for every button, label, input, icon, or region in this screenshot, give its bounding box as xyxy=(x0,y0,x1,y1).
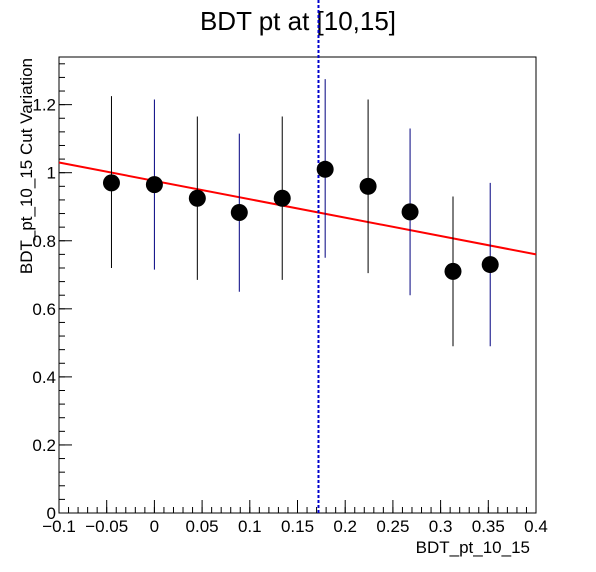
y-tick-label: 0.8 xyxy=(32,232,56,251)
errorbar-layer xyxy=(110,79,491,347)
data-point xyxy=(230,204,248,222)
fit-line xyxy=(58,161,537,256)
x-tick-label: 0.3 xyxy=(429,517,453,536)
fit-layer xyxy=(58,161,537,256)
plot-border xyxy=(58,56,537,514)
data-point xyxy=(188,189,206,207)
y-tick-label: 1.2 xyxy=(32,96,56,115)
y-tick-label: 0.2 xyxy=(32,436,56,455)
y-tick-label: 1 xyxy=(47,164,56,183)
y-axis: 0 0.2 0.4 0.6 0.8 1 1.2 xyxy=(32,63,72,523)
x-tick-label: 0.1 xyxy=(238,517,262,536)
x-tick-label: −0.05 xyxy=(85,517,128,536)
data-point xyxy=(273,189,291,207)
y-tick-label: 0 xyxy=(47,504,56,523)
x-tick-label: 0.35 xyxy=(472,517,505,536)
data-point xyxy=(401,203,419,221)
x-tick-label: −0.1 xyxy=(42,517,76,536)
x-tick-label: 0.2 xyxy=(333,517,357,536)
data-point xyxy=(481,256,499,274)
x-tick-label: 0.4 xyxy=(524,517,548,536)
data-point xyxy=(145,176,163,194)
data-point xyxy=(102,174,120,192)
y-axis-label: BDT_pt_10_15 Cut Variation xyxy=(17,58,36,274)
x-tick-label: 0 xyxy=(150,517,159,536)
y-tick-label: 0.6 xyxy=(32,300,56,319)
data-point xyxy=(316,160,334,178)
y-tick-label: 0.4 xyxy=(32,368,56,387)
x-axis: −0.1 −0.05 0 0.05 0.1 0.15 0.2 0.25 0.3 0.35 0.4 xyxy=(42,500,548,536)
x-tick-label: 0.25 xyxy=(376,517,409,536)
x-tick-label: 0.05 xyxy=(186,517,219,536)
data-point xyxy=(359,177,377,195)
plot-frame xyxy=(58,56,537,514)
x-tick-label: 0.15 xyxy=(281,517,314,536)
data-point xyxy=(444,262,462,280)
chart-title: BDT pt at [10,15] xyxy=(200,6,396,36)
x-axis-label: BDT_pt_10_15 xyxy=(416,538,530,557)
point-layer xyxy=(102,160,499,280)
